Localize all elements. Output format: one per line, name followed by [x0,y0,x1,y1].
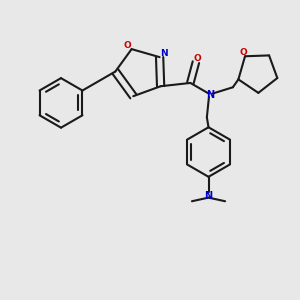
Text: N: N [205,191,213,201]
Text: N: N [206,90,215,100]
Text: O: O [124,41,131,50]
Text: O: O [239,48,247,57]
Text: N: N [160,49,167,58]
Text: O: O [194,54,201,63]
